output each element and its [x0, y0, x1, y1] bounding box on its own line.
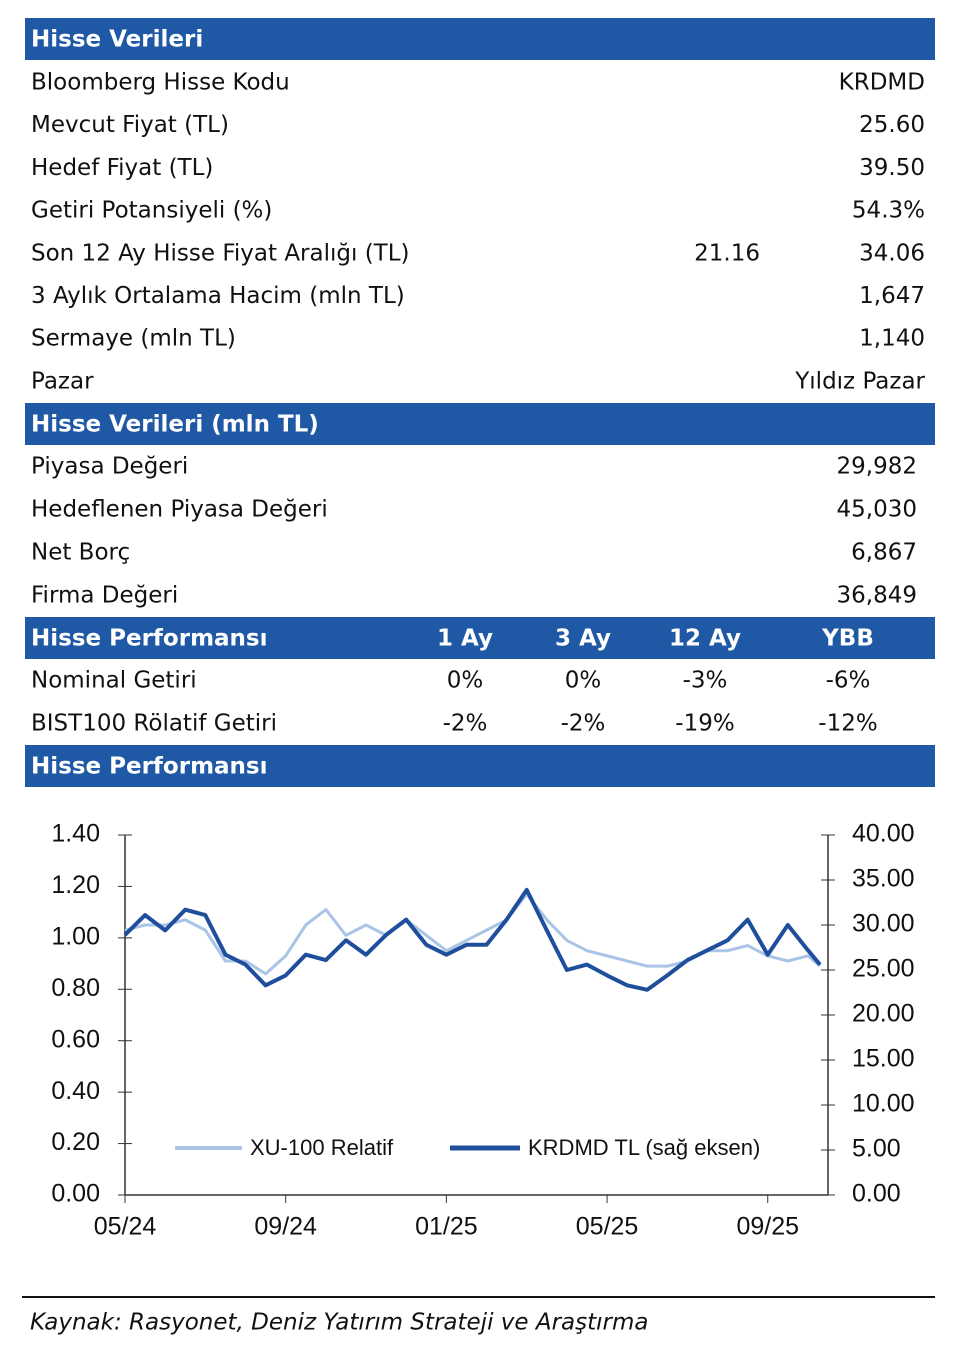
x-tick-label: 01/25 — [415, 1213, 478, 1241]
section-title: Hisse Performansı — [31, 754, 268, 780]
row-value: 36,849 — [837, 583, 917, 609]
row-value: 45,030 — [837, 497, 917, 523]
row-value: Yıldız Pazar — [794, 368, 925, 394]
column-header: 3 Ay — [555, 626, 611, 652]
row-label: Net Borç — [31, 540, 130, 566]
row-label: Piyasa Değeri — [31, 454, 188, 480]
row-value: -2% — [561, 711, 606, 737]
row-value: 1,647 — [859, 283, 925, 309]
y-tick-label: 0.20 — [51, 1128, 100, 1156]
column-header: 1 Ay — [437, 626, 493, 652]
y-tick-label: 1.40 — [51, 820, 100, 848]
x-tick-label: 05/24 — [94, 1213, 157, 1241]
y2-tick-label: 15.00 — [852, 1045, 915, 1073]
row-value: 39.50 — [859, 155, 925, 181]
row-label: BIST100 Rölatif Getiri — [31, 711, 277, 737]
series-line — [124, 892, 821, 976]
column-header: YBB — [821, 626, 874, 652]
row-value: 0% — [447, 668, 484, 694]
row-label: Son 12 Ay Hisse Fiyat Aralığı (TL) — [31, 240, 410, 266]
section-title: Hisse Performansı — [31, 626, 268, 652]
y-tick-label: 0.00 — [51, 1180, 100, 1208]
y2-tick-label: 35.00 — [852, 865, 915, 893]
row-value: 6,867 — [851, 540, 917, 566]
y2-tick-label: 30.00 — [852, 910, 915, 938]
y-tick-label: 1.00 — [51, 922, 100, 950]
row-label: Mevcut Fiyat (TL) — [31, 112, 229, 138]
row-value: -2% — [443, 711, 488, 737]
x-tick-label: 09/24 — [254, 1213, 317, 1241]
row-label: Sermaye (mln TL) — [31, 326, 236, 352]
section-header — [25, 403, 935, 445]
y-tick-label: 0.40 — [51, 1077, 100, 1105]
row-value: -3% — [683, 668, 728, 694]
section-header — [25, 745, 935, 787]
legend-label: XU-100 Relatif — [250, 1135, 394, 1160]
x-tick-label: 09/25 — [736, 1213, 799, 1241]
section-header — [25, 18, 935, 60]
row-value: 29,982 — [837, 454, 917, 480]
row-label: 3 Aylık Ortalama Hacim (mln TL) — [31, 283, 405, 309]
y-tick-label: 0.80 — [51, 974, 100, 1002]
y2-tick-label: 0.00 — [852, 1180, 901, 1208]
row-value: -12% — [818, 711, 877, 737]
row-label: Hedef Fiyat (TL) — [31, 155, 213, 181]
row-label: Nominal Getiri — [31, 668, 197, 694]
section-header — [25, 617, 935, 659]
y2-tick-label: 25.00 — [852, 955, 915, 983]
y-tick-label: 0.60 — [51, 1025, 100, 1053]
row-value: 34.06 — [859, 240, 925, 266]
section-title: Hisse Verileri — [31, 27, 203, 53]
row-label: Getiri Potansiyeli (%) — [31, 198, 272, 224]
row-value: -19% — [675, 711, 734, 737]
row-value: 25.60 — [859, 112, 925, 138]
row-value: 0% — [565, 668, 602, 694]
row-value: 21.16 — [694, 240, 760, 266]
section-title: Hisse Verileri (mln TL) — [31, 412, 319, 438]
legend-label: KRDMD TL (sağ eksen) — [528, 1135, 760, 1160]
column-header: 12 Ay — [669, 626, 741, 652]
series-line — [123, 887, 822, 992]
row-label: Bloomberg Hisse Kodu — [31, 70, 290, 96]
x-tick-label: 05/25 — [576, 1213, 639, 1241]
y2-tick-label: 5.00 — [852, 1135, 901, 1163]
row-value: 1,140 — [859, 326, 925, 352]
y2-tick-label: 10.00 — [852, 1090, 915, 1118]
row-value: 54.3% — [852, 198, 925, 224]
y2-tick-label: 20.00 — [852, 1000, 915, 1028]
row-label: Pazar — [31, 368, 94, 394]
row-label: Firma Değeri — [31, 583, 178, 609]
source: Kaynak: Rasyonet, Deniz Yatırım Strateji… — [30, 1310, 648, 1336]
row-label: Hedeflenen Piyasa Değeri — [31, 497, 328, 523]
y-tick-label: 1.20 — [51, 871, 100, 899]
row-value: KRDMD — [839, 70, 925, 96]
y2-tick-label: 40.00 — [852, 820, 915, 848]
row-value: -6% — [826, 668, 871, 694]
